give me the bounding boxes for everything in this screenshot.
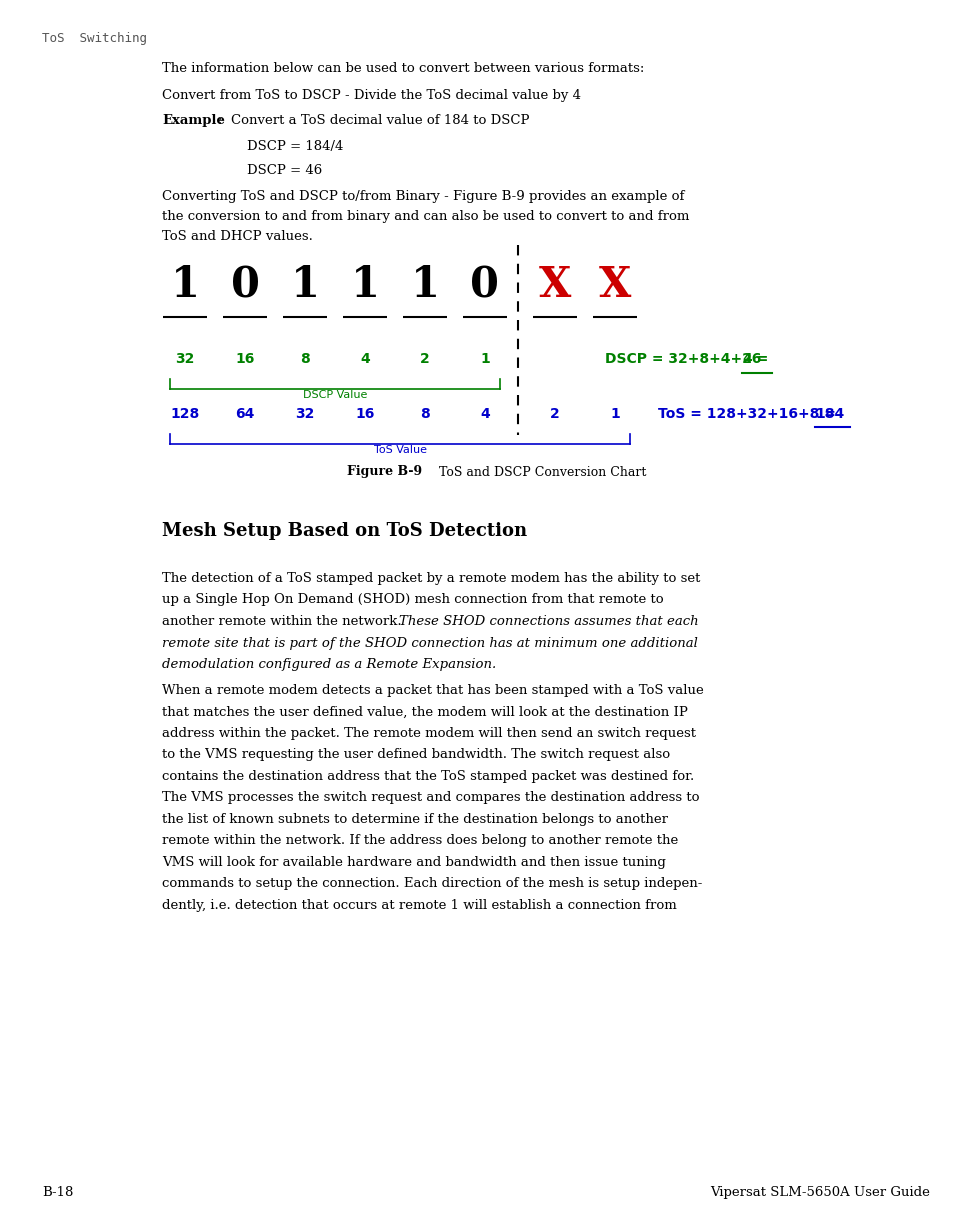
Text: DSCP Value: DSCP Value [302, 390, 367, 400]
Text: 46: 46 [741, 352, 760, 366]
Text: remote within the network. If the address does belong to another remote the: remote within the network. If the addres… [162, 834, 678, 848]
Text: The VMS processes the switch request and compares the destination address to: The VMS processes the switch request and… [162, 791, 699, 805]
Text: These SHOD connections assumes that each: These SHOD connections assumes that each [398, 615, 698, 628]
Text: DSCP = 184/4: DSCP = 184/4 [247, 140, 343, 153]
Text: address within the packet. The remote modem will then send an switch request: address within the packet. The remote mo… [162, 726, 696, 740]
Text: commands to setup the connection. Each direction of the mesh is setup indepen-: commands to setup the connection. Each d… [162, 877, 701, 891]
Text: 184: 184 [814, 407, 843, 421]
Text: 8: 8 [300, 352, 310, 366]
Text: ToS  Switching: ToS Switching [42, 32, 147, 45]
Text: Figure B-9: Figure B-9 [347, 465, 421, 479]
Text: 16: 16 [235, 352, 254, 366]
Text: 1: 1 [410, 264, 439, 306]
Text: ToS = 128+32+16+8 =: ToS = 128+32+16+8 = [658, 407, 840, 421]
Text: 4: 4 [359, 352, 370, 366]
Text: Mesh Setup Based on ToS Detection: Mesh Setup Based on ToS Detection [162, 521, 527, 540]
Text: 32: 32 [295, 407, 314, 421]
Text: 1: 1 [479, 352, 489, 366]
Text: 4: 4 [479, 407, 489, 421]
Text: the list of known subnets to determine if the destination belongs to another: the list of known subnets to determine i… [162, 812, 667, 826]
Text: dently, i.e. detection that occurs at remote 1 will establish a connection from: dently, i.e. detection that occurs at re… [162, 899, 676, 912]
Text: When a remote modem detects a packet that has been stamped with a ToS value: When a remote modem detects a packet tha… [162, 683, 703, 697]
Text: Example: Example [162, 114, 225, 128]
Text: X: X [598, 264, 631, 306]
Text: 128: 128 [171, 407, 199, 421]
Text: Converting ToS and DSCP to/from Binary - Figure B-9 provides an example of: Converting ToS and DSCP to/from Binary -… [162, 190, 683, 202]
Text: 2: 2 [550, 407, 559, 421]
Text: 32: 32 [175, 352, 194, 366]
Text: Convert from ToS to DSCP - Divide the ToS decimal value by 4: Convert from ToS to DSCP - Divide the To… [162, 90, 580, 102]
Text: 1: 1 [291, 264, 319, 306]
Text: ToS Value: ToS Value [374, 445, 426, 455]
Text: remote site that is part of the SHOD connection has at minimum one additional: remote site that is part of the SHOD con… [162, 637, 698, 649]
Text: The detection of a ToS stamped packet by a remote modem has the ability to set: The detection of a ToS stamped packet by… [162, 572, 700, 585]
Text: demodulation configured as a Remote Expansion.: demodulation configured as a Remote Expa… [162, 658, 496, 671]
Text: 2: 2 [419, 352, 430, 366]
Text: DSCP = 46: DSCP = 46 [247, 164, 322, 177]
Text: up a Single Hop On Demand (SHOD) mesh connection from that remote to: up a Single Hop On Demand (SHOD) mesh co… [162, 594, 663, 606]
Text: contains the destination address that the ToS stamped packet was destined for.: contains the destination address that th… [162, 769, 694, 783]
Text: Vipersat SLM-5650A User Guide: Vipersat SLM-5650A User Guide [709, 1187, 929, 1199]
Text: X: X [538, 264, 571, 306]
Text: ToS and DHCP values.: ToS and DHCP values. [162, 229, 313, 243]
Text: VMS will look for available hardware and bandwidth and then issue tuning: VMS will look for available hardware and… [162, 855, 665, 869]
Text: the conversion to and from binary and can also be used to convert to and from: the conversion to and from binary and ca… [162, 210, 689, 223]
Text: 16: 16 [355, 407, 375, 421]
Text: 64: 64 [235, 407, 254, 421]
Text: 0: 0 [470, 264, 499, 306]
Text: 1: 1 [610, 407, 619, 421]
Text: ToS and DSCP Conversion Chart: ToS and DSCP Conversion Chart [427, 465, 646, 479]
Text: that matches the user defined value, the modem will look at the destination IP: that matches the user defined value, the… [162, 706, 687, 718]
Text: 8: 8 [419, 407, 430, 421]
Text: 0: 0 [231, 264, 259, 306]
Text: B-18: B-18 [42, 1187, 73, 1199]
Text: 1: 1 [350, 264, 379, 306]
Text: The information below can be used to convert between various formats:: The information below can be used to con… [162, 63, 643, 75]
Text: 1: 1 [171, 264, 199, 306]
Text: to the VMS requesting the user defined bandwidth. The switch request also: to the VMS requesting the user defined b… [162, 748, 669, 761]
Text: :  Convert a ToS decimal value of 184 to DSCP: : Convert a ToS decimal value of 184 to … [218, 114, 529, 128]
Text: DSCP = 32+8+4+2 =: DSCP = 32+8+4+2 = [604, 352, 773, 366]
Text: another remote within the network.: another remote within the network. [162, 615, 405, 628]
